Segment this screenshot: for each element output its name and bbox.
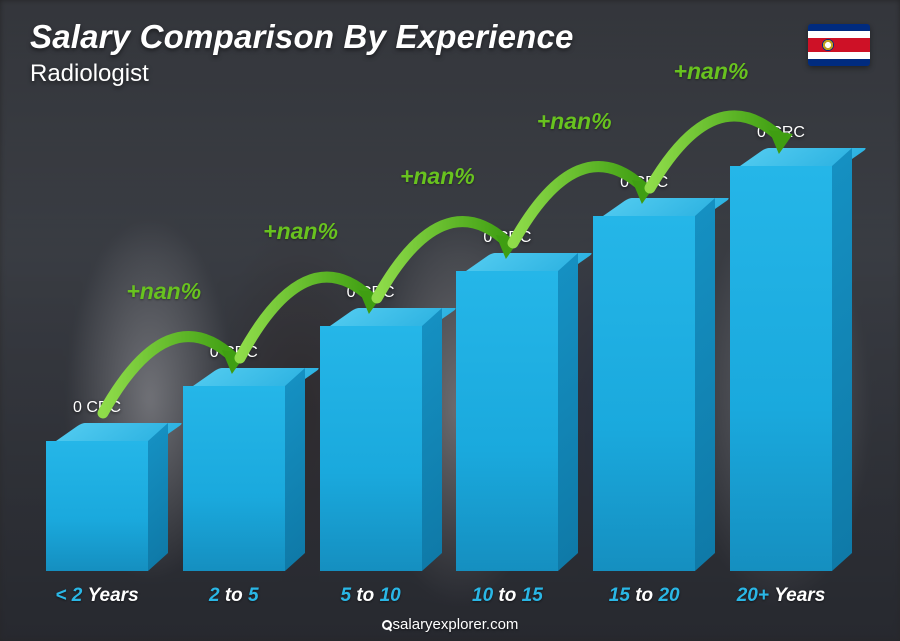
x-axis-category: 10 to 15	[448, 585, 566, 607]
x-axis-category: < 2 Years	[38, 585, 156, 607]
growth-percent-label: +nan%	[126, 278, 201, 305]
x-axis-category: 5 to 10	[312, 585, 430, 607]
x-axis-category: 20+ Years	[722, 585, 840, 607]
growth-percent-label: +nan%	[400, 163, 475, 190]
footer-attribution: salaryexplorer.com	[0, 616, 900, 633]
magnifier-icon	[382, 620, 392, 630]
page-title: Salary Comparison By Experience	[30, 18, 870, 56]
growth-percent-label: +nan%	[263, 218, 338, 245]
growth-arrow-icon	[638, 66, 803, 210]
x-axis-category: 15 to 20	[585, 585, 703, 607]
salary-bar-chart: 0 CRC0 CRC0 CRC0 CRC0 CRC0 CRC +nan%+nan…	[38, 120, 840, 571]
bar	[730, 148, 832, 571]
bar	[46, 423, 148, 571]
growth-percent-label: +nan%	[674, 58, 749, 85]
footer-text: salaryexplorer.com	[393, 616, 519, 633]
country-flag-costa-rica	[808, 24, 870, 66]
x-axis-category: 2 to 5	[175, 585, 293, 607]
growth-percent-label: +nan%	[537, 108, 612, 135]
x-axis-labels: < 2 Years 2 to 5 5 to 10 10 to 15 15 to 20 20…	[38, 585, 840, 607]
